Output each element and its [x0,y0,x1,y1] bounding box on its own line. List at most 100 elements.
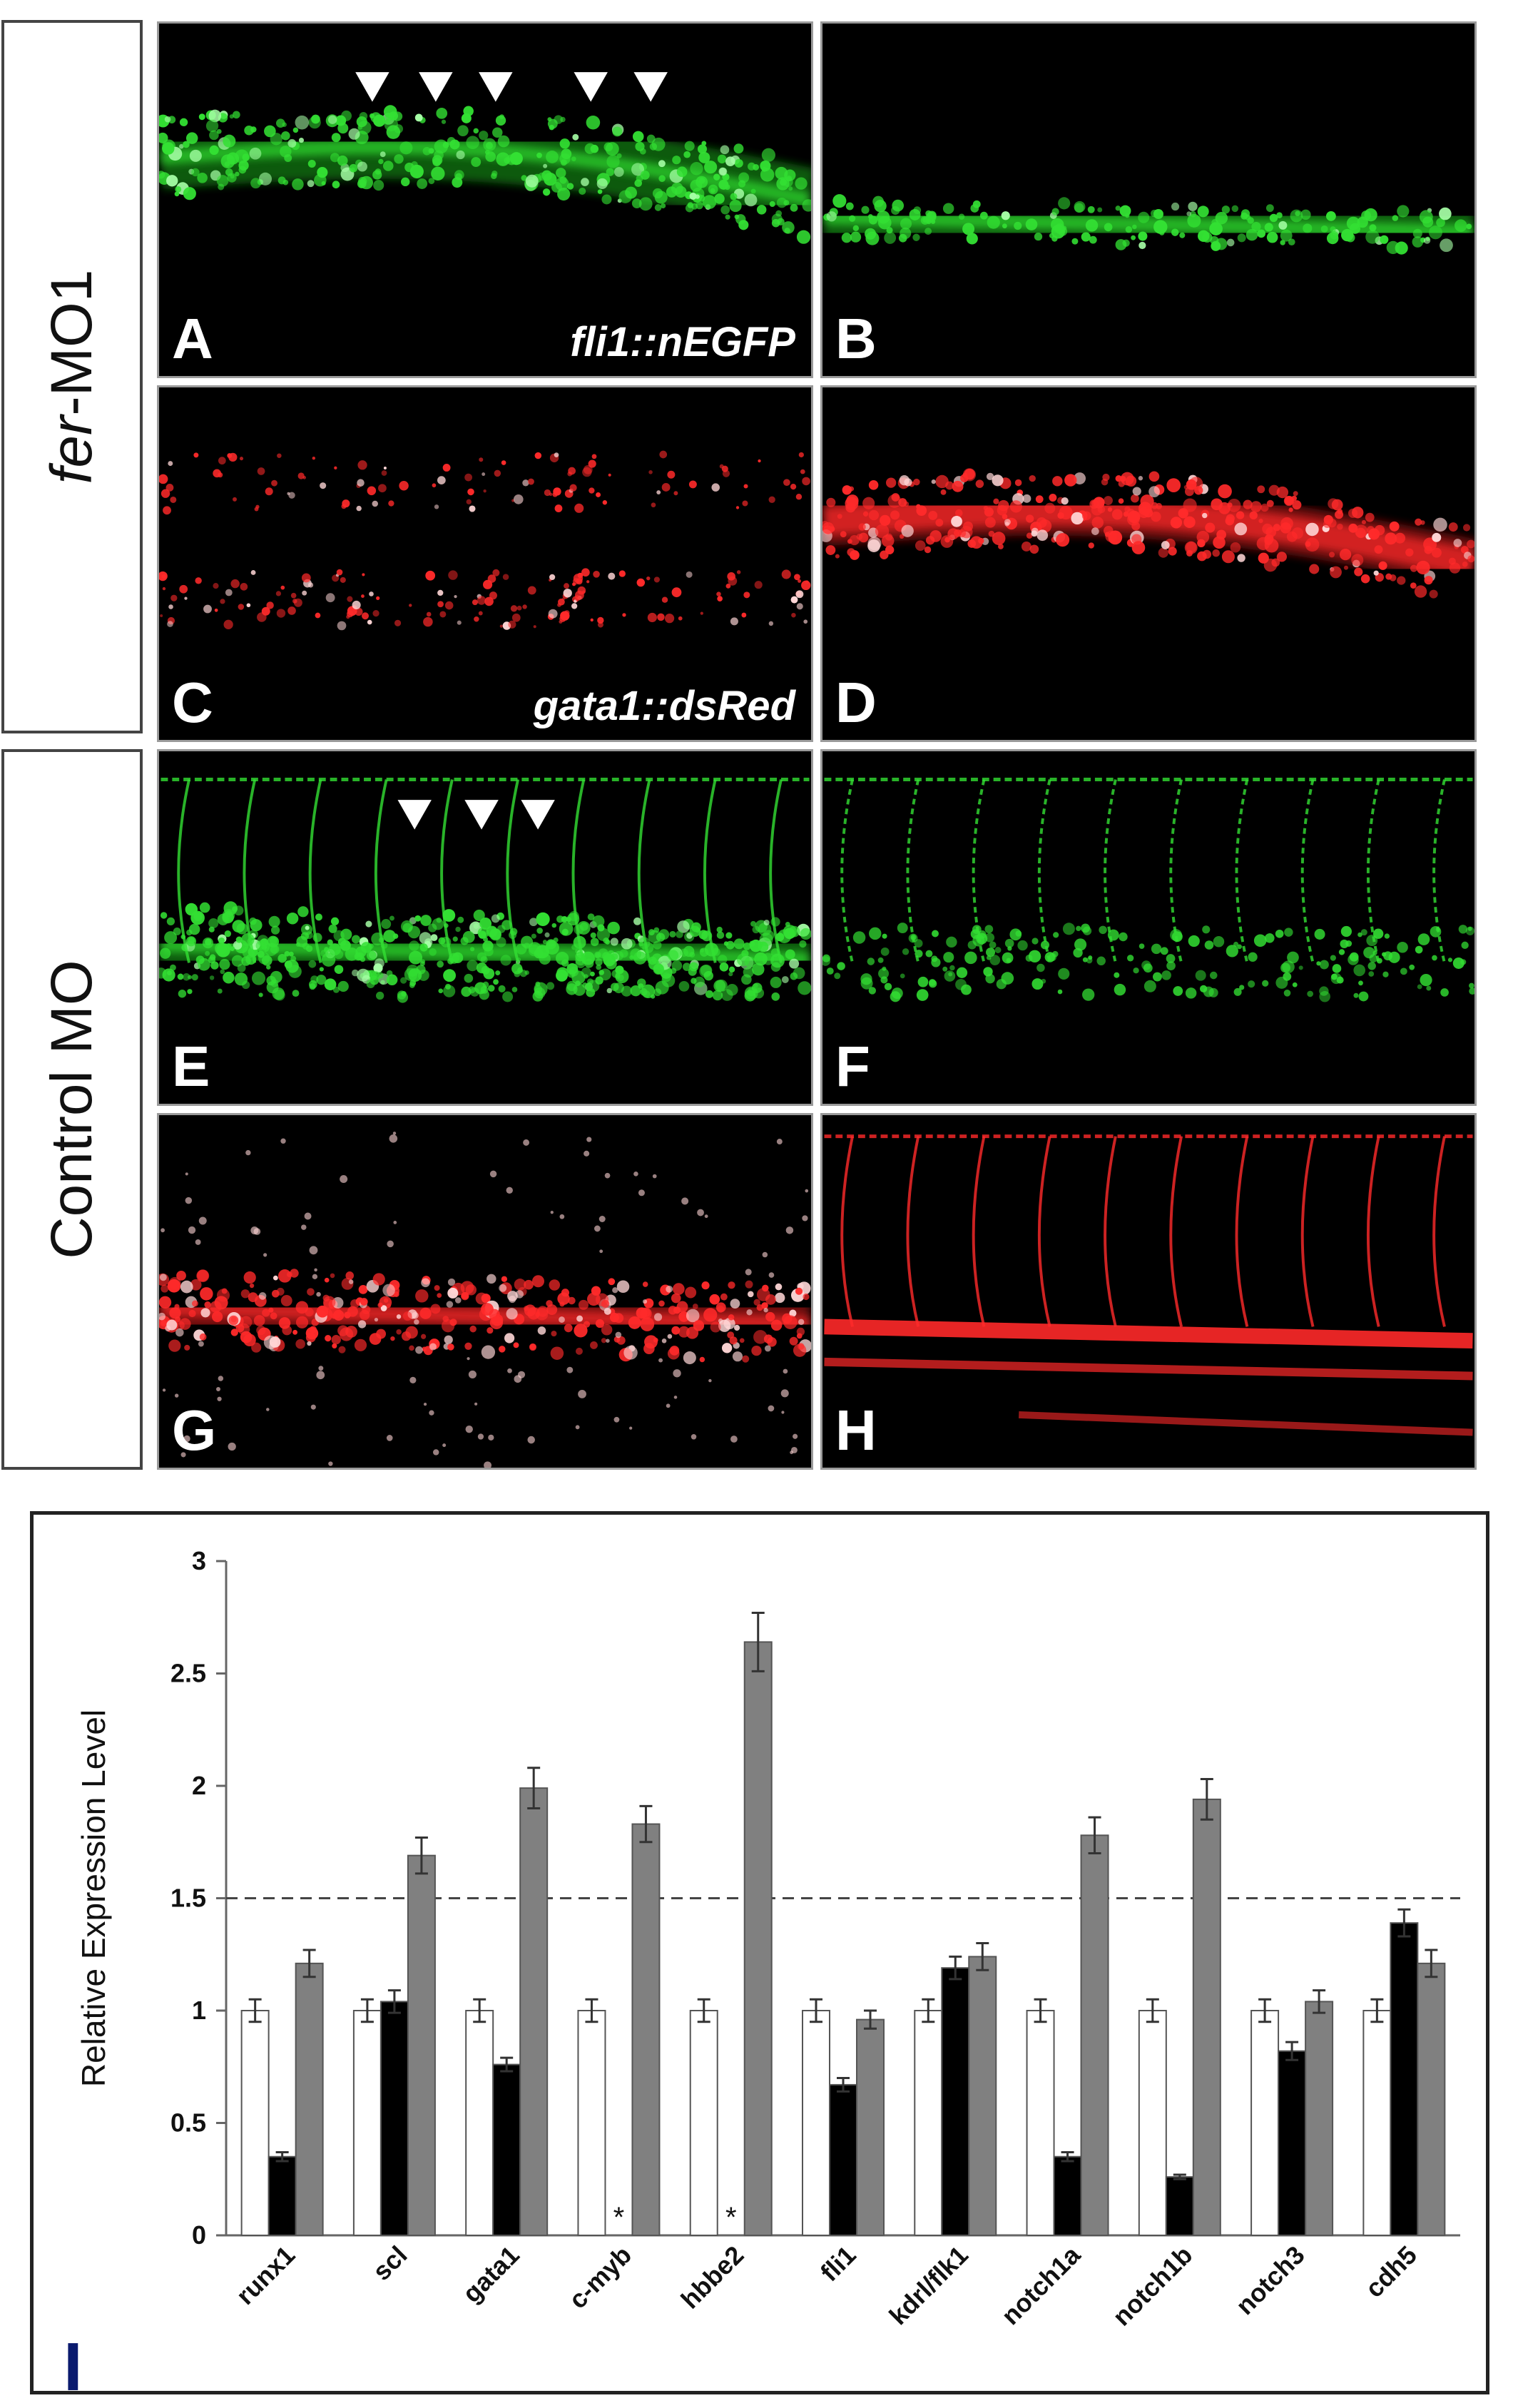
panel-f: F [820,749,1477,1106]
panel-g: G [157,1113,813,1470]
error-bar [275,2150,289,2163]
arrowhead-marker [479,72,513,102]
bar [240,2010,270,2236]
bar-chart: 0 0.5 1 1.5 2 2.5 3 Relative Expression Level ru… [75,1546,1460,2332]
panel-d: D [820,385,1477,742]
error-bar [837,2077,850,2093]
bar [743,1641,773,2236]
arrowhead-marker [397,800,432,830]
annotation-asterisk: * [725,2202,737,2233]
error-bar [248,1998,262,2023]
annotation-asterisk: * [613,2202,625,2233]
bar [1165,2176,1194,2236]
bar [968,1956,997,2237]
error-bar [1425,1949,1438,1978]
error-bar [1200,1778,1213,1821]
error-bar [1313,1989,1326,2014]
bar [352,2010,382,2236]
bar [268,2155,297,2236]
bar [1362,2010,1392,2236]
bar [802,2010,830,2236]
x-tick-label: notch1b [1106,2240,1198,2332]
panel-letter: H [835,1398,877,1462]
row-label-gene: fer [39,415,104,484]
y-tick-label: 0.5 [170,2108,206,2138]
error-bar [302,1949,316,1978]
panel-f-image [822,778,1474,1002]
panel-letter-i: I [63,2329,83,2405]
error-bar [1034,1998,1047,2023]
panel-h: H [820,1113,1477,1470]
bar [1053,2155,1082,2236]
panel-letter: B [835,307,877,370]
error-bar [500,2056,514,2073]
bar [1138,2010,1167,2236]
error-bar [360,1998,374,2023]
bar [829,2083,857,2237]
error-bar [1370,1998,1384,2023]
x-tick-label: runx1 [230,2240,300,2310]
panel-b: B [820,21,1477,378]
error-bar [864,2009,877,2030]
bar [856,2018,885,2236]
error-bar [527,1767,541,1809]
y-axis-label: Relative Expression Level [75,1710,112,2087]
error-bar [1258,1998,1272,2023]
bar [941,1967,970,2237]
error-bar [1061,2150,1074,2163]
arrowhead-marker [355,72,389,102]
bar [1080,1834,1109,2236]
bar [1026,2010,1055,2236]
bar [1305,2001,1334,2237]
x-tick-label: gata1 [457,2240,524,2308]
error-bar [473,1998,486,2023]
panel-b-image [823,186,1474,263]
bar [465,2010,494,2236]
error-bar [1146,1998,1159,2023]
bar [295,1962,324,2236]
error-bar [810,1998,822,2023]
transgene-label: fli1::nEGFP [570,319,795,365]
chart-panel: 0 0.5 1 1.5 2 2.5 3 Relative Expression Level ru… [30,1511,1489,2405]
bar [689,2010,718,2236]
y-tick-label: 2 [192,1771,206,1800]
panel-d-image [822,468,1474,599]
panel-letter: G [172,1398,217,1462]
arrowhead-marker [521,800,555,830]
error-bar [697,1998,710,2023]
error-bar [751,1611,765,1672]
x-tick-label: fli1 [815,2240,862,2287]
y-tick-label: 1 [192,1996,206,2025]
error-bar [1285,2041,1299,2061]
arrowhead-marker [464,800,499,830]
row-label-control-mo: Control MO [1,749,143,1470]
error-bar [949,1955,962,1981]
error-bar [1397,1908,1411,1938]
bar [1278,2050,1307,2236]
panel-e-image [159,778,811,1003]
panel-letter: A [172,307,213,370]
panel-letter: D [835,671,877,734]
panel-letter: E [172,1035,210,1098]
error-bar [639,1804,653,1844]
row-label-fer-mo1: fer-MO1 [1,20,143,733]
bar [519,1787,549,2236]
bar [914,2010,943,2236]
panel-h-image [824,1134,1473,1436]
x-tick-label: notch1a [996,2240,1086,2330]
transgene-label: gata1::dsRed [533,683,795,729]
error-bar [585,1998,598,2023]
bar [492,2063,521,2236]
panel-g-image [159,1132,811,1468]
bar [379,2001,409,2237]
panel-c-image [159,450,811,631]
panel-a-image [159,72,811,244]
error-bar [414,1836,428,1875]
bar [407,1854,436,2236]
x-tick-label: hbbe2 [675,2240,749,2315]
x-tick-label: c-myb [563,2240,637,2315]
x-tick-label: notch3 [1230,2240,1310,2320]
row-label-suffix: -MO1 [39,269,104,416]
